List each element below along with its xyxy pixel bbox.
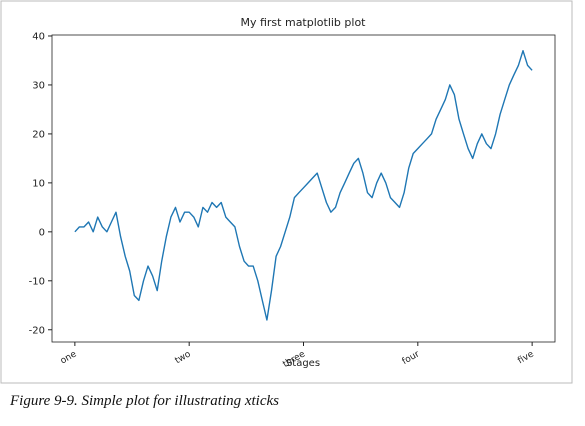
line-series — [74, 50, 533, 321]
plot-frame — [51, 34, 556, 343]
y-tick-label: 30 — [32, 80, 45, 91]
y-tick-label: -10 — [29, 276, 45, 287]
y-tick-label: 20 — [32, 129, 45, 140]
y-tick-label: -20 — [29, 325, 45, 336]
y-tick-label: 40 — [32, 31, 45, 42]
y-tick-label: 0 — [39, 227, 45, 238]
figure-frame — [0, 0, 573, 384]
caption: Figure 9-9. Simple plot for illustrating… — [9, 393, 279, 409]
chart-title: My first matplotlib plot — [240, 16, 366, 29]
y-tick-label: 10 — [32, 178, 45, 189]
x-axis-label: Stages — [286, 358, 320, 369]
